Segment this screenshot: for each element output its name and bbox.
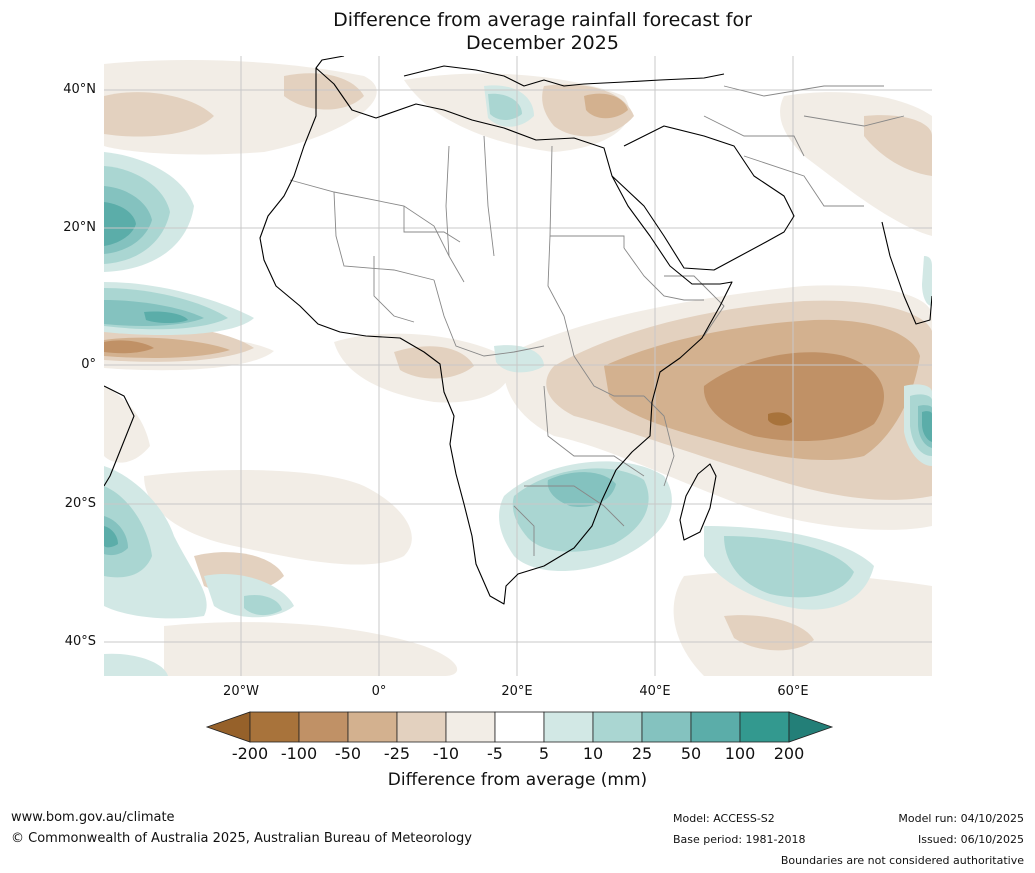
lon-label-0: 0° <box>371 684 387 699</box>
legend-tick-label: 100 <box>724 744 756 763</box>
footer-model-run: Model run: 04/10/2025 <box>898 812 1024 825</box>
map-canvas <box>104 56 932 676</box>
legend-swatch <box>543 711 594 743</box>
legend-tick-label: 25 <box>631 744 653 763</box>
legend-swatch <box>494 711 545 743</box>
lon-label-20w: 20°W <box>223 684 259 699</box>
wet-anomaly-layer <box>104 85 932 676</box>
footer-website[interactable]: www.bom.gov.au/climate <box>11 810 175 825</box>
legend-tick-label: 10 <box>582 744 604 763</box>
footer-issued: Issued: 06/10/2025 <box>917 833 1024 846</box>
lat-label-40s: 40°S <box>64 634 96 649</box>
legend-colorbar <box>205 711 834 743</box>
lon-label-20e: 20°E <box>501 684 533 699</box>
legend-tick-label: -100 <box>280 744 318 763</box>
lat-label-40n: 40°N <box>63 82 96 97</box>
map-title-line2: December 2025 <box>466 32 619 54</box>
legend-swatch <box>347 711 398 743</box>
lat-label-20n: 20°N <box>63 220 96 235</box>
rainfall-anomaly-map <box>104 56 932 676</box>
legend-extend-low <box>205 711 251 743</box>
legend-title: Difference from average (mm) <box>387 770 648 790</box>
country-borders <box>289 85 905 556</box>
legend-swatch <box>298 711 349 743</box>
legend-swatch <box>690 711 741 743</box>
coastlines <box>104 56 932 605</box>
legend-swatch <box>592 711 643 743</box>
footer-disclaimer: Boundaries are not considered authoritat… <box>780 854 1024 867</box>
lon-label-40e: 40°E <box>639 684 671 699</box>
legend-swatch <box>739 711 790 743</box>
graticule <box>104 56 932 676</box>
legend-swatch <box>641 711 692 743</box>
legend-tick-label: 5 <box>538 744 550 763</box>
legend-tick-label: 200 <box>773 744 805 763</box>
legend-swatch <box>249 711 300 743</box>
footer-base-period: Base period: 1981-2018 <box>673 833 806 846</box>
legend-extend-high <box>788 711 834 743</box>
legend-tick-label: -25 <box>383 744 411 763</box>
footer-copyright: © Commonwealth of Australia 2025, Austra… <box>11 831 472 846</box>
legend-swatch <box>445 711 496 743</box>
legend-tick-label: -10 <box>432 744 460 763</box>
legend-tick-label: 50 <box>680 744 702 763</box>
legend-tick-label: -200 <box>231 744 269 763</box>
legend-tick-label: -50 <box>334 744 362 763</box>
legend-tick-label: -5 <box>487 744 503 763</box>
map-title: Difference from average rainfall forecas… <box>0 9 1035 55</box>
footer-model: Model: ACCESS-S2 <box>673 812 775 825</box>
lat-label-20s: 20°S <box>64 496 96 511</box>
map-title-line1: Difference from average rainfall forecas… <box>333 9 752 31</box>
lat-label-0: 0° <box>81 357 96 372</box>
legend-swatch <box>396 711 447 743</box>
dry-anomaly-layer <box>104 60 932 676</box>
lon-label-60e: 60°E <box>777 684 809 699</box>
